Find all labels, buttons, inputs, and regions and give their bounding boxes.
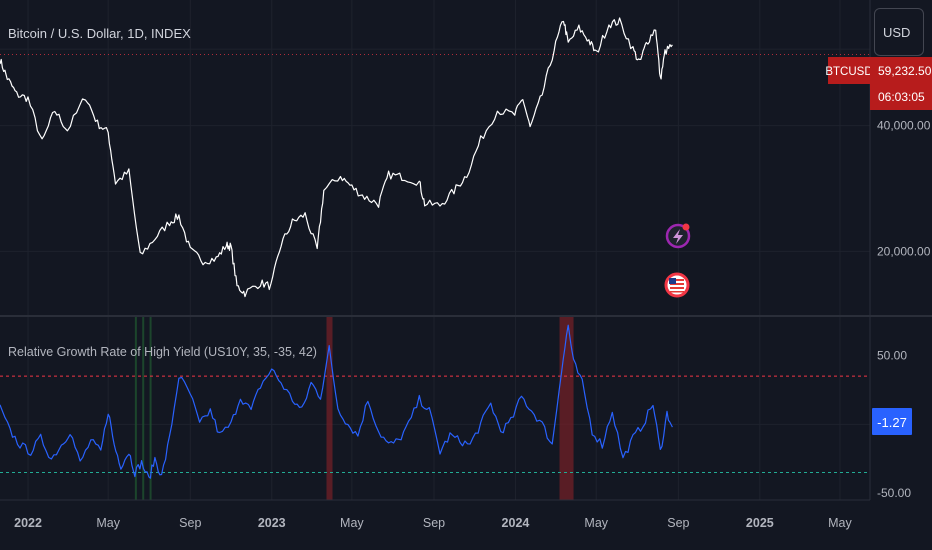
time-axis-label: Sep: [179, 516, 201, 530]
time-axis-label: May: [828, 516, 852, 530]
time-axis-label: 2024: [502, 516, 530, 530]
time-axis-label: May: [340, 516, 364, 530]
highlight-band-green: [134, 317, 137, 500]
indicator-badge-value: -1.27: [877, 415, 907, 430]
time-axis-label: May: [96, 516, 120, 530]
indicator-series[interactable]: [0, 324, 673, 479]
time-axis-label: 2023: [258, 516, 286, 530]
indicator-axis-label: 50.00: [877, 349, 907, 363]
time-axis-label: 2022: [14, 516, 42, 530]
btc-price-series[interactable]: [0, 17, 673, 298]
price-badge-countdown: 06:03:05: [878, 90, 925, 104]
indicator-value-badge: -1.27: [872, 408, 912, 435]
price-axis-label: 20,000.00: [877, 244, 931, 258]
indicator-title[interactable]: Relative Growth Rate of High Yield (US10…: [8, 345, 317, 359]
axis-labels: 20,000.00 40,000.00 50.00 -50.00 2022 May Sep 2…: [14, 119, 931, 530]
time-axis-label: May: [584, 516, 608, 530]
price-badge-bg: [870, 57, 932, 110]
lightning-event-icon[interactable]: [665, 223, 691, 249]
symbol-badge-bg: [828, 57, 870, 84]
time-axis-label: Sep: [667, 516, 689, 530]
symbol-badge-label: BTCUSD: [825, 66, 872, 78]
indicator-badge-bg: [872, 408, 912, 435]
currency-button[interactable]: USD: [874, 8, 924, 56]
grid-lines: [0, 0, 870, 500]
price-badge-value: 59,232.50: [878, 64, 932, 78]
price-badge: BTCUSD 59,232.50 06:03:05: [825, 57, 932, 110]
price-axis-label: 40,000.00: [877, 119, 931, 133]
time-axis-label: 2025: [746, 516, 774, 530]
time-axis-label: Sep: [423, 516, 445, 530]
indicator-axis-label: -50.00: [877, 486, 911, 500]
highlight-band-green: [149, 317, 152, 500]
threshold-lines: [0, 375, 870, 473]
us-flag-event-icon[interactable]: [664, 272, 690, 298]
symbol-title[interactable]: Bitcoin / U.S. Dollar, 1D, INDEX: [8, 26, 191, 41]
highlight-band-red: [326, 317, 333, 500]
highlight-band-green: [142, 317, 145, 500]
